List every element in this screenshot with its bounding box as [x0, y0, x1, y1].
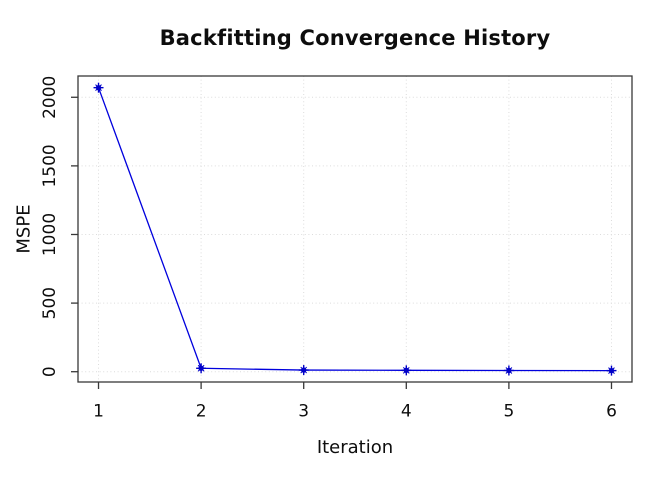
data-point-marker	[401, 365, 412, 376]
series-line	[97, 87, 612, 372]
data-point-marker	[503, 365, 514, 376]
y-axis-tick-label: 0	[40, 366, 60, 377]
x-axis-tick-label: 6	[606, 402, 617, 422]
plot-frame	[77, 75, 633, 383]
x-axis-tick-label: 1	[93, 402, 104, 422]
data-point-marker	[196, 363, 207, 374]
data-point-marker	[606, 365, 617, 376]
data-point-marker	[93, 82, 104, 93]
chart-title: Backfitting Convergence History	[159, 26, 551, 50]
y-axis-tick-label: 2000	[40, 76, 60, 119]
marker-center-dot	[95, 84, 102, 91]
marker-center-dot	[403, 367, 409, 374]
y-axis-tick-label: 1000	[40, 213, 60, 256]
gridlines	[78, 76, 632, 382]
x-axis-tick-label: 4	[401, 402, 412, 422]
axis-ticks	[71, 96, 613, 389]
marker-center-dot	[608, 367, 615, 374]
x-axis-tick-label: 3	[298, 402, 309, 422]
marker-center-dot	[301, 367, 307, 373]
y-axis-tick-label: 500	[40, 287, 60, 319]
y-axis-label: MSPE	[13, 204, 35, 254]
marker-center-dot	[198, 365, 204, 371]
x-axis-tick-label: 2	[196, 402, 207, 422]
data-series	[93, 82, 617, 376]
data-point-marker	[298, 365, 309, 376]
y-axis-tick-label: 1500	[40, 144, 60, 187]
x-axis-label: Iteration	[316, 437, 394, 458]
axis-tick-labels: 1 2 3 4 5 6 0 500 1000 1500 2000	[40, 76, 617, 422]
x-axis-tick-label: 5	[503, 402, 514, 422]
plot-frame-box	[77, 75, 633, 383]
marker-center-dot	[506, 367, 512, 374]
